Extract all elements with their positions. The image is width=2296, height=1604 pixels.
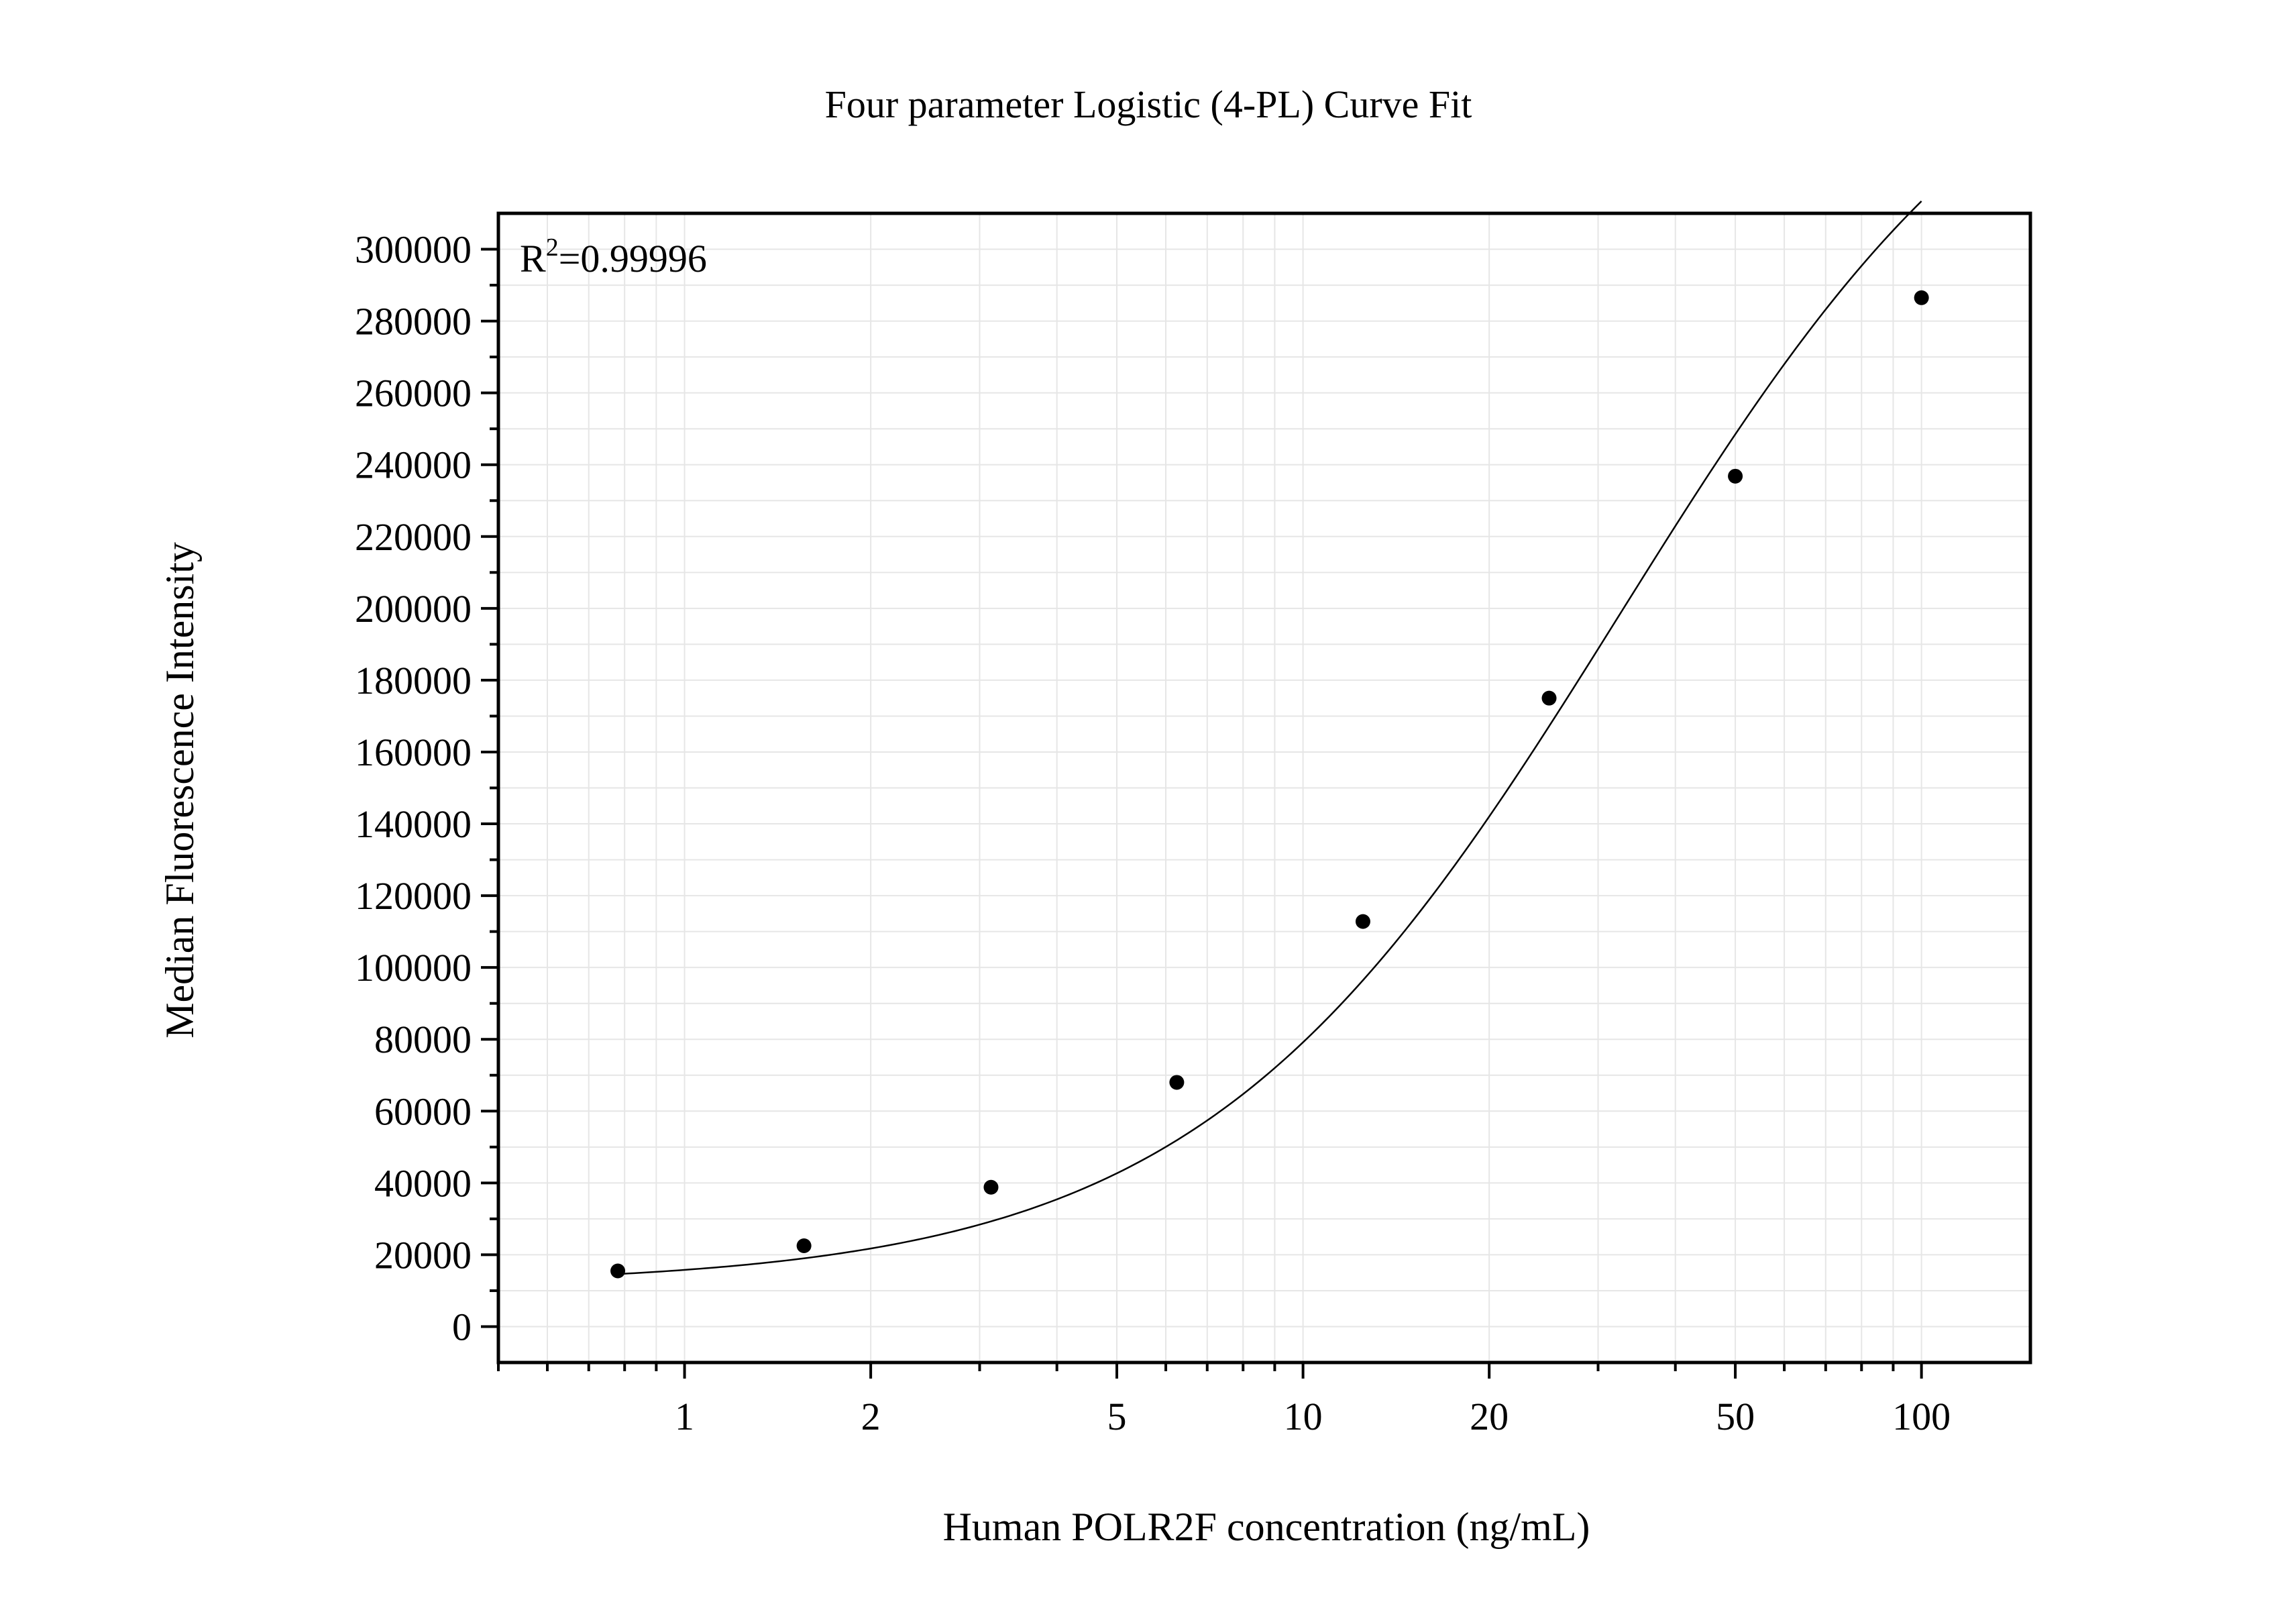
- y-tick-label: 160000: [355, 731, 472, 774]
- y-axis: 0 20000 40000 60000 80000 100000 120000 140000 1…: [355, 228, 498, 1348]
- r-squared-power: 2: [546, 233, 559, 262]
- y-tick-label: 280000: [355, 300, 472, 343]
- r-squared-label: R: [520, 237, 546, 280]
- x-tick-label: 1: [675, 1395, 694, 1438]
- y-tick-label: 200000: [355, 587, 472, 631]
- y-tick-label: 260000: [355, 372, 472, 415]
- data-point: [1914, 290, 1929, 305]
- data-point: [1169, 1075, 1185, 1090]
- y-tick-label: 100000: [355, 946, 472, 990]
- grid: [498, 213, 2030, 1362]
- r-squared-value: =0.99996: [559, 237, 707, 280]
- x-tick-label: 5: [1107, 1395, 1127, 1438]
- data-points: [610, 290, 1929, 1279]
- data-point: [610, 1263, 626, 1279]
- y-tick-label: 40000: [374, 1161, 472, 1205]
- x-tick-label: 10: [1284, 1395, 1323, 1438]
- y-tick-label: 240000: [355, 443, 472, 487]
- data-point: [1355, 914, 1370, 929]
- data-point: [1541, 690, 1557, 706]
- y-tick-label: 140000: [355, 802, 472, 846]
- y-tick-label: 80000: [374, 1018, 472, 1061]
- x-axis-label: Human POLR2F concentration (ng/mL): [943, 1505, 1590, 1549]
- chart-title: Four parameter Logistic (4-PL) Curve Fit: [825, 83, 1472, 126]
- data-point: [1728, 468, 1743, 484]
- x-axis: 1 2 5 10 20 50 100: [497, 1362, 1951, 1438]
- y-tick-label: 120000: [355, 874, 472, 918]
- y-tick-label: 20000: [374, 1233, 472, 1277]
- r-squared-annotation: R2=0.99996: [520, 233, 707, 280]
- y-tick-label: 180000: [355, 659, 472, 702]
- y-tick-label: 220000: [355, 515, 472, 559]
- y-tick-label: 60000: [374, 1089, 472, 1133]
- data-point: [796, 1238, 812, 1254]
- fit-curve: [618, 201, 1922, 1275]
- x-tick-label: 50: [1716, 1395, 1755, 1438]
- x-tick-label: 2: [861, 1395, 881, 1438]
- fit-curve-path: [618, 201, 1922, 1275]
- data-point: [983, 1179, 999, 1195]
- y-tick-label: 300000: [355, 228, 472, 272]
- y-axis-label: Median Fluorescence Intensity: [158, 542, 202, 1038]
- x-tick-label: 100: [1892, 1395, 1951, 1438]
- y-tick-label: 0: [452, 1305, 472, 1348]
- x-tick-label: 20: [1470, 1395, 1509, 1438]
